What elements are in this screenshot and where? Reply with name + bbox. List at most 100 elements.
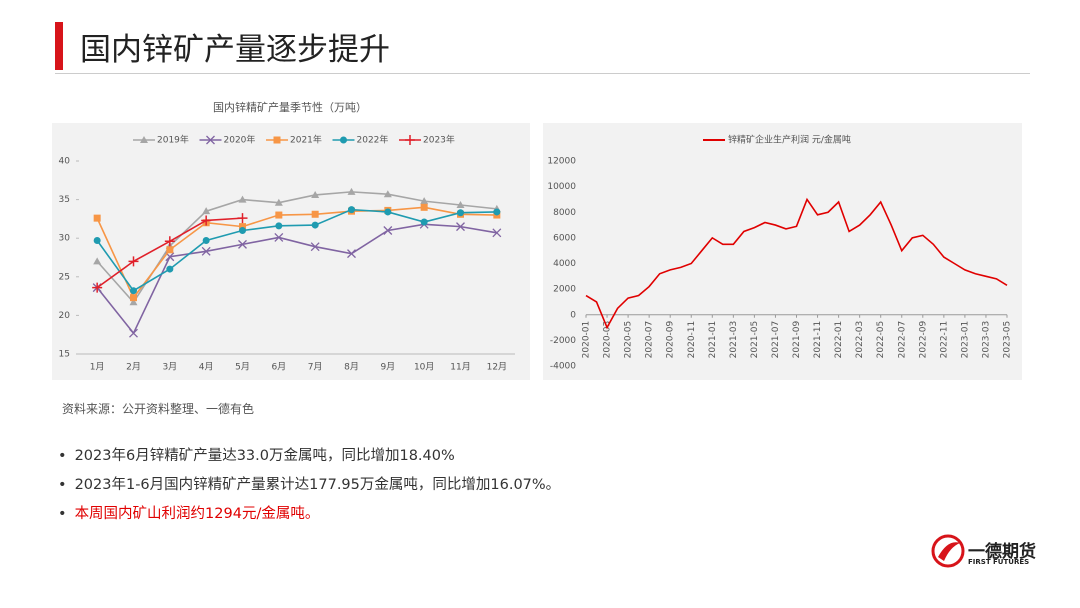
marker xyxy=(129,328,138,338)
x-tick-label: 11月 xyxy=(450,362,470,373)
bullets: 2023年6月锌精矿产量达33.0万金属吨，同比增加18.40% 2023年1-… xyxy=(58,444,561,531)
marker xyxy=(456,222,465,232)
series-line xyxy=(96,208,497,292)
x-tick-label: 6月 xyxy=(271,362,286,373)
legend-label: 2022年 xyxy=(357,134,389,146)
marker xyxy=(140,136,148,143)
y-tick-label: 6000 xyxy=(553,233,576,243)
marker xyxy=(237,213,248,224)
marker xyxy=(128,256,139,267)
y-tick-label: 4000 xyxy=(553,259,576,269)
x-tick-label: 9月 xyxy=(380,362,395,373)
x-tick-label: 2022-03 xyxy=(855,321,865,359)
y-tick-label: -2000 xyxy=(550,336,576,346)
x-tick-label: 2022-07 xyxy=(897,321,907,359)
marker xyxy=(164,236,175,247)
marker xyxy=(457,209,464,217)
legend-label: 2023年 xyxy=(423,134,455,146)
marker xyxy=(310,242,320,252)
y-tick-label: 35 xyxy=(59,195,70,205)
marker xyxy=(238,195,247,203)
marker xyxy=(206,135,215,145)
x-tick-label: 1月 xyxy=(90,362,105,373)
x-tick-label: 2022-01 xyxy=(834,321,844,359)
marker xyxy=(239,223,246,231)
y-tick-label: 30 xyxy=(59,234,71,244)
x-tick-label: 2023-01 xyxy=(960,321,970,359)
legend-label: 2021年 xyxy=(290,134,322,146)
marker xyxy=(202,237,210,245)
x-tick-label: 2023-05 xyxy=(1003,321,1013,359)
x-tick-label: 2020-09 xyxy=(666,320,676,358)
marker xyxy=(274,232,284,242)
y-tick-label: 40 xyxy=(59,157,71,167)
legend-label: 2019年 xyxy=(157,134,189,146)
logo-name: 一德期货 xyxy=(968,542,1036,562)
marker xyxy=(420,203,428,211)
x-tick-label: 8月 xyxy=(344,362,359,373)
marker xyxy=(239,226,246,234)
x-tick-label: 5月 xyxy=(235,362,250,373)
marker xyxy=(311,190,320,198)
x-tick-label: 2020-03 xyxy=(603,321,613,359)
marker xyxy=(201,215,212,226)
marker xyxy=(93,214,101,222)
x-tick-label: 2021-07 xyxy=(771,321,781,359)
marker xyxy=(383,226,393,235)
title-bar xyxy=(55,22,63,70)
x-tick-label: 2月 xyxy=(126,362,141,373)
x-tick-label: 2021-09 xyxy=(792,320,802,358)
bullet: 本周国内矿山利润约1294元/金属吨。 xyxy=(58,502,560,531)
marker xyxy=(492,228,502,238)
y-tick-label: 2000 xyxy=(553,285,576,295)
series-line xyxy=(96,223,497,335)
marker xyxy=(129,298,138,306)
y-tick-label: 25 xyxy=(59,272,70,282)
y-tick-label: 8000 xyxy=(553,208,576,218)
logo-icon xyxy=(931,534,965,568)
x-tick-label: 2022-09 xyxy=(918,320,928,358)
source: 资料来源：公开资料整理、一德有色 xyxy=(62,402,255,416)
x-tick-label: 12月 xyxy=(487,362,507,373)
marker xyxy=(420,197,429,205)
slide-title: 国内锌矿产量逐步提升 xyxy=(80,32,390,68)
series-line xyxy=(96,191,497,304)
x-tick-label: 10月 xyxy=(414,362,434,373)
charts: 国内锌精矿产量季节性（万吨） 15 20 25 30 35 40 1月 2月 3月 4月 5月 6月 7… xyxy=(52,100,1022,380)
logo-subtitle: FIRST FUTURES xyxy=(968,558,1030,566)
marker xyxy=(383,190,392,198)
y-tick-label: 0 xyxy=(570,310,576,320)
x-tick-label: 2021-11 xyxy=(813,321,823,359)
marker xyxy=(201,246,211,256)
marker xyxy=(273,136,281,144)
marker xyxy=(347,187,356,195)
marker xyxy=(340,136,347,144)
chart-bg xyxy=(52,123,530,380)
x-tick-label: 2020-07 xyxy=(645,321,655,359)
x-tick-label: 2020-11 xyxy=(687,321,697,359)
marker xyxy=(420,218,428,226)
marker xyxy=(275,211,283,219)
marker xyxy=(93,237,101,245)
y-tick-label: 20 xyxy=(59,311,71,321)
marker xyxy=(493,208,501,216)
y-tick-label: 15 xyxy=(59,350,70,360)
series-line xyxy=(585,197,1008,330)
series-line xyxy=(96,206,497,300)
y-tick-label: 10000 xyxy=(547,182,576,192)
marker xyxy=(92,282,103,293)
x-tick-label: 2022-11 xyxy=(939,321,949,359)
x-tick-label: 2021-05 xyxy=(750,321,760,359)
marker xyxy=(166,265,174,273)
marker xyxy=(456,201,465,209)
x-tick-label: 3月 xyxy=(162,362,177,373)
marker xyxy=(347,249,356,259)
x-tick-label: 2020-05 xyxy=(624,321,634,359)
legend-label: 锌精矿企业生产利润 元/金属吨 xyxy=(728,134,851,146)
x-tick-label: 2023-03 xyxy=(981,321,991,359)
x-tick-label: 2022-05 xyxy=(876,321,886,359)
legend-label: 2020年 xyxy=(224,134,256,146)
marker xyxy=(348,206,355,214)
marker xyxy=(311,221,319,229)
